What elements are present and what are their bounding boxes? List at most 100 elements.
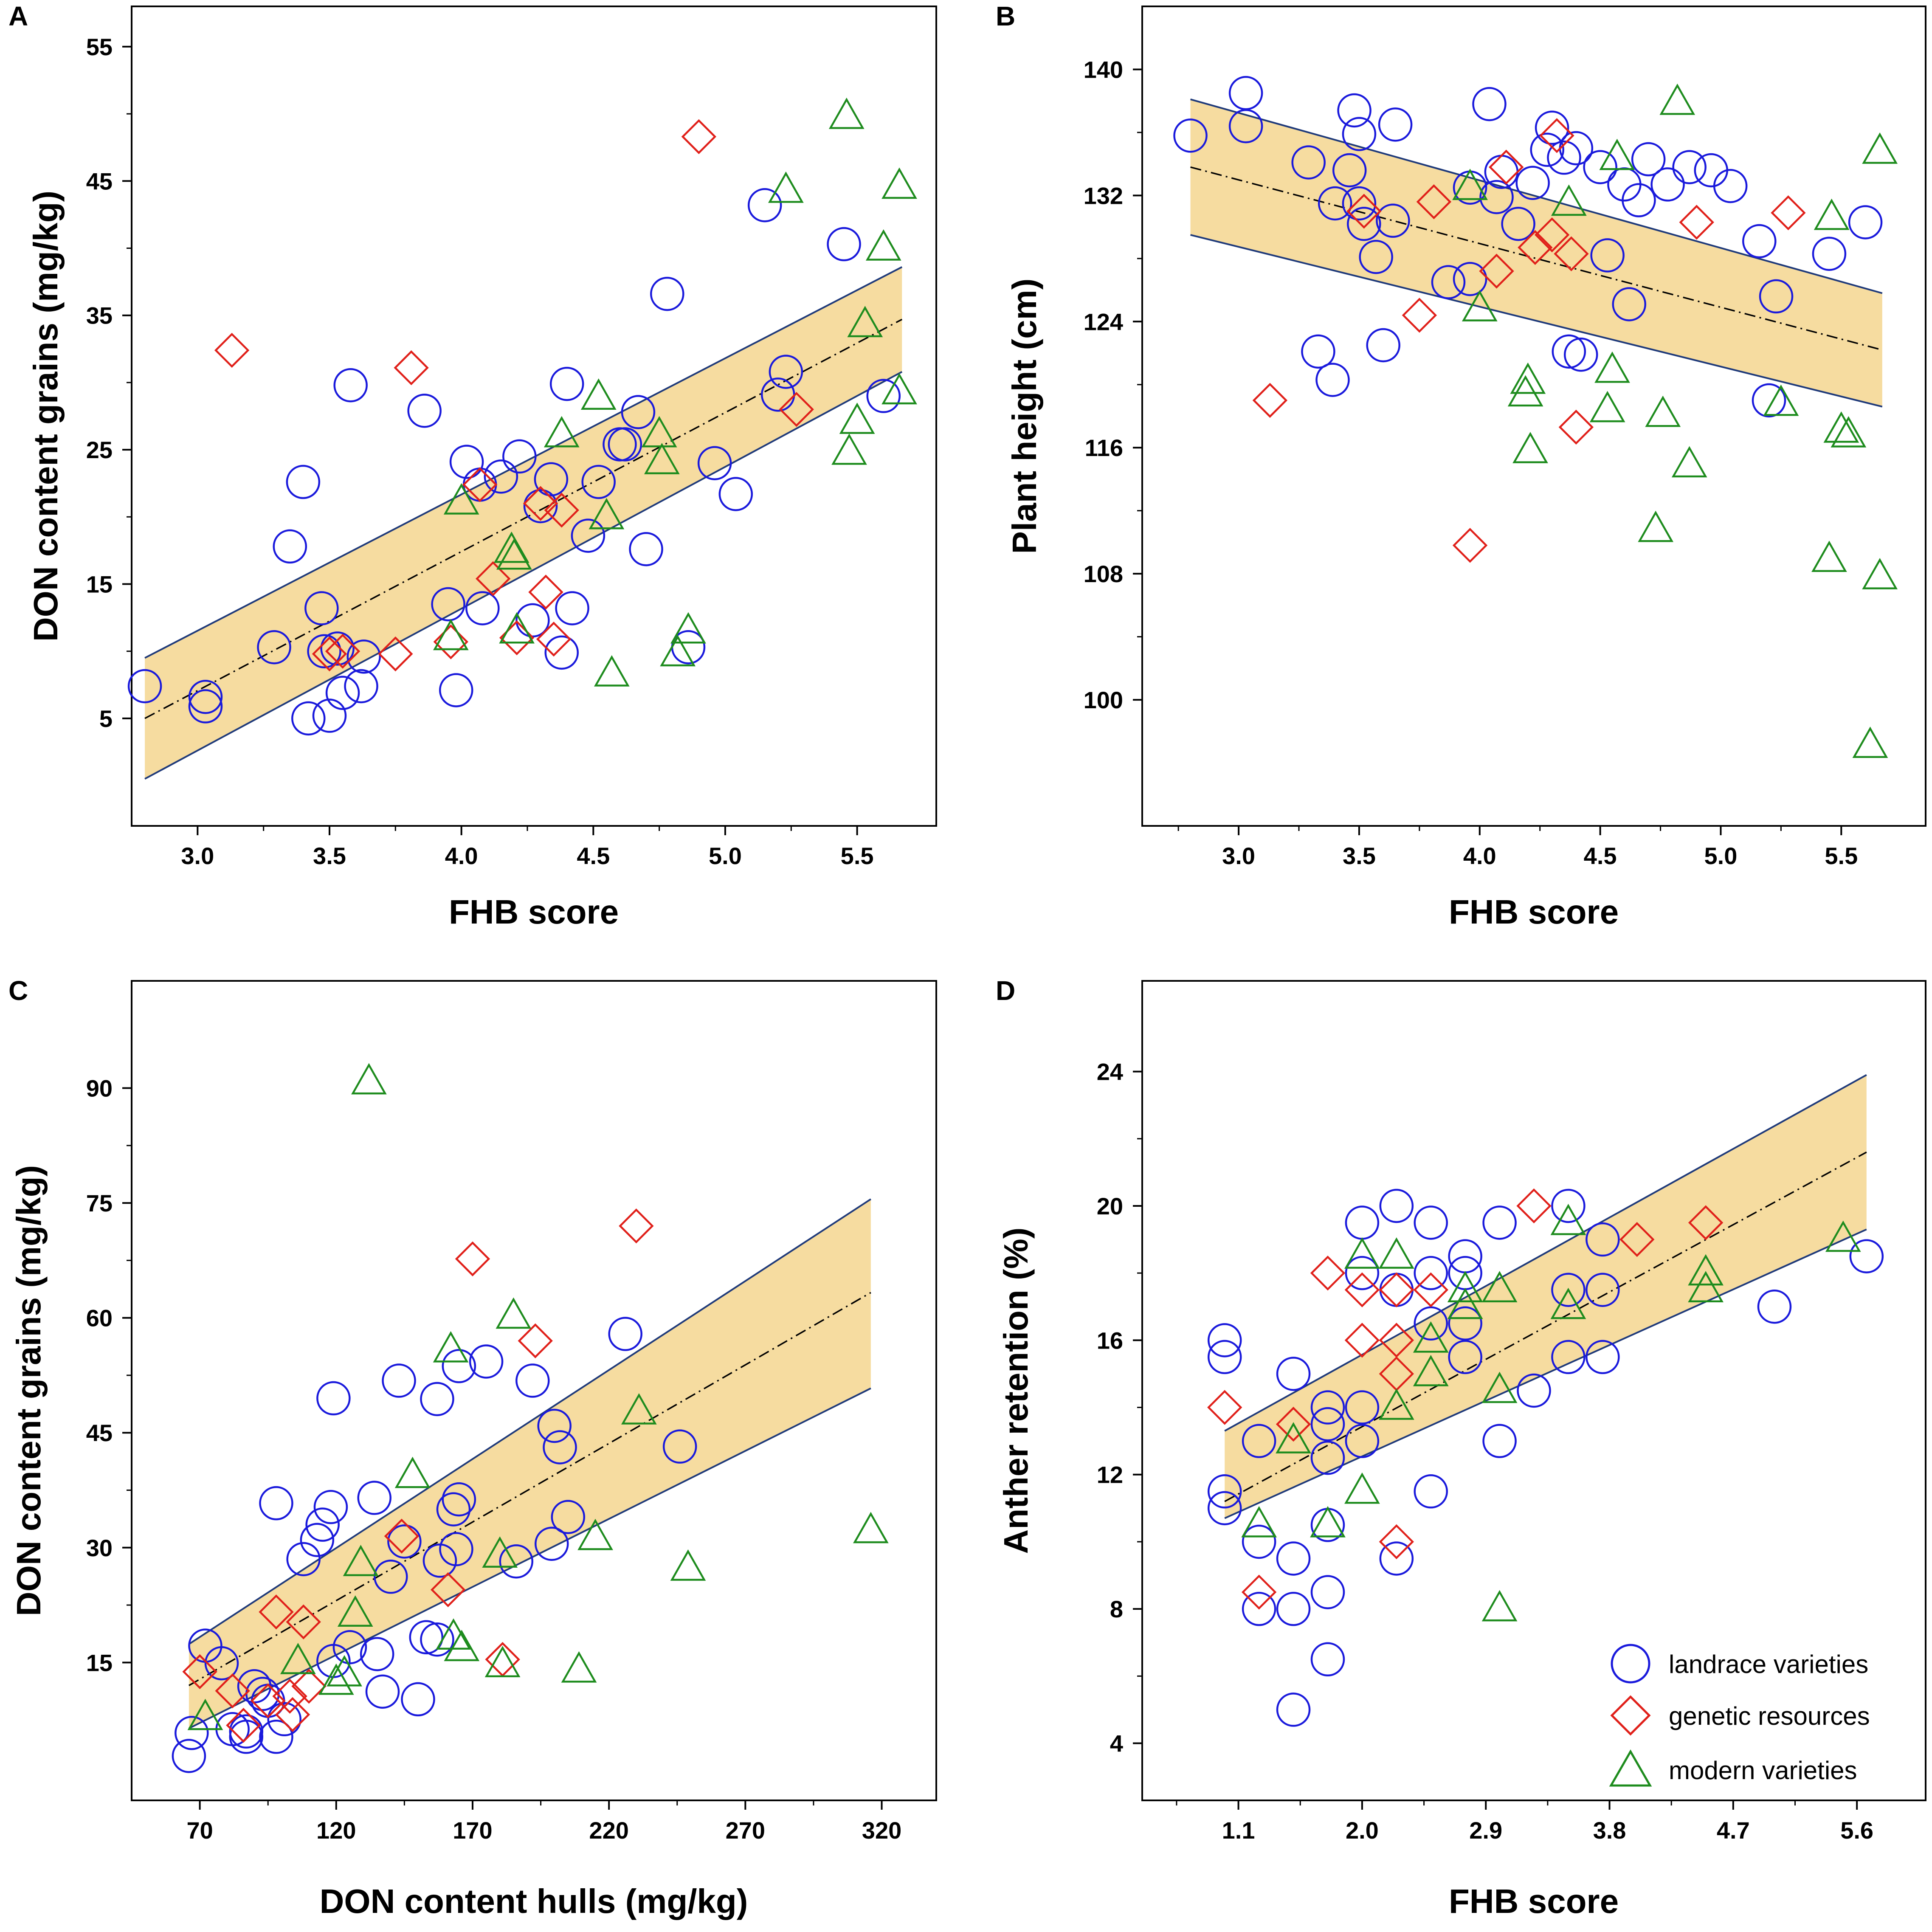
panel-a-modern-point	[847, 306, 883, 338]
panel-a-landrace-point	[307, 634, 341, 668]
panel-c-genetic-point	[286, 1604, 321, 1639]
panel-d-landrace-point	[1242, 1591, 1276, 1626]
panel-c-landrace-point	[204, 1646, 239, 1681]
panel-d-modern-point	[1344, 1472, 1380, 1504]
panel-a-landrace-point	[549, 366, 584, 401]
panel-c-genetic-point	[215, 1673, 250, 1709]
panel-a: A 3.0 3.5 4.0 4.5 5.0 5.5 5 15 25 35 45 55 FHB scor…	[8, 1, 937, 931]
panel-a-landrace-point	[608, 427, 642, 462]
panel-b-modern-point	[1811, 541, 1847, 572]
panel-d-landrace-point	[1310, 1575, 1345, 1609]
panel-b-landrace-point	[1342, 117, 1377, 151]
panel-b-landrace-point	[1759, 279, 1794, 314]
panel-d-landrace-point	[1242, 1424, 1276, 1458]
panel-a-y-tick-label: 45	[86, 168, 113, 194]
panel-a-genetic-point	[523, 486, 558, 521]
panel-d-landrace-point	[1310, 1407, 1345, 1442]
panel-b-modern-point	[1638, 510, 1674, 542]
panel-b-landrace-point	[1315, 363, 1350, 397]
panel-a-landrace-point	[312, 698, 347, 733]
panel-c-x-tick-label: 170	[453, 1817, 492, 1844]
panel-a-landrace-point	[325, 676, 360, 710]
panel-c-y-tick-label: 45	[86, 1419, 113, 1446]
panel-c-landrace-point	[436, 1492, 471, 1526]
panel-a-landrace-point	[439, 673, 473, 707]
panel-b-y-tick-label: 132	[1084, 182, 1123, 209]
panel-d-modern-point	[1276, 1422, 1311, 1453]
panel-b-modern-point	[1862, 132, 1898, 164]
panel-b-landrace-point	[1291, 145, 1326, 180]
panel-b-modern-point	[1831, 416, 1867, 448]
panel-b-upper-ci-line	[1190, 99, 1883, 294]
panel-b-landrace-point	[1547, 141, 1581, 175]
panel-b-genetic-point	[1771, 195, 1806, 231]
panel-b-landrace-point	[1484, 155, 1519, 189]
panel-d-modern-point	[1413, 1321, 1449, 1353]
panel-d-y-tick-label: 4	[1110, 1730, 1123, 1757]
panel-b-landrace-point	[1622, 183, 1656, 217]
panel-b-landrace-point	[1672, 150, 1707, 184]
panel-c-regression-line	[189, 1292, 871, 1686]
panel-d-landrace-point	[1414, 1256, 1448, 1290]
panel-d-x-axis-label: FHB score	[1449, 1882, 1619, 1920]
panel-a-modern-point	[493, 531, 529, 563]
panel-c-genetic-point	[384, 1518, 420, 1554]
panel-c-genetic-point	[259, 1594, 294, 1630]
panel-d-modern-point	[1481, 1372, 1518, 1403]
panel-c-landrace-point	[357, 1481, 391, 1515]
panel-b-modern-point	[1659, 83, 1695, 115]
panel-d-genetic-point	[1276, 1406, 1311, 1442]
panel-d-landrace-point	[1482, 1424, 1517, 1458]
panel-a-confidence-band	[145, 267, 902, 779]
panel-d-landrace-point	[1276, 1357, 1311, 1391]
panel-a-genetic-point	[312, 636, 347, 672]
panel-a-landrace-point	[827, 227, 861, 262]
panel-b-genetic-point	[1518, 230, 1553, 265]
panel-d-genetic-point	[1241, 1574, 1277, 1610]
panel-d-modern-point	[1344, 1237, 1380, 1269]
panel-b-modern-point	[1510, 362, 1546, 394]
panel-a-modern-point	[839, 403, 875, 434]
panel-c-landrace-point	[469, 1344, 504, 1379]
panel-c-landrace-point	[515, 1363, 550, 1398]
panel-a-x-tick-label: 5.0	[709, 842, 742, 869]
panel-a-modern-point	[660, 635, 696, 667]
panel-b-landrace-point	[1742, 224, 1777, 259]
panel-a-landrace-point	[273, 529, 307, 564]
panel-a-modern-point	[544, 416, 580, 448]
panel-c-genetic-point	[226, 1708, 261, 1743]
panel-a-genetic-point	[544, 493, 579, 528]
panel-b-lower-ci-line	[1190, 234, 1883, 408]
panel-a-genetic-point	[681, 119, 717, 155]
panel-b-genetic-point	[1558, 409, 1594, 445]
panel-a-landrace-point	[320, 631, 355, 666]
panel-a-landrace-point	[431, 587, 465, 622]
panel-b-landrace-point	[1535, 110, 1569, 145]
panel-a-modern-point	[768, 171, 804, 203]
panel-b-landrace-point	[1479, 180, 1514, 214]
panel-c-y-tick-label: 90	[86, 1075, 113, 1102]
panel-b-genetic-point	[1539, 118, 1574, 153]
panel-b-landrace-point	[1563, 338, 1598, 372]
panel-b-landrace-point	[1612, 287, 1646, 321]
legend-modern-triangle-icon	[1609, 1749, 1652, 1787]
panel-d-landrace-point	[1207, 1491, 1242, 1526]
panel-b-modern-point	[1671, 446, 1707, 478]
panel-a-landrace-point	[449, 445, 484, 479]
panel-a-lower-ci-line	[144, 371, 903, 780]
panel-b-modern-point	[1852, 727, 1888, 758]
panel-b-modern-point	[1862, 558, 1898, 589]
panel-c-modern-point	[433, 1331, 469, 1363]
panel-d-modern-point	[1378, 1237, 1414, 1269]
panel-d-landrace-point	[1207, 1474, 1242, 1509]
panel-d-landrace-point	[1310, 1642, 1345, 1677]
panel-a-landrace-point	[291, 701, 326, 736]
panel-d-landrace-point	[1517, 1373, 1551, 1408]
panel-c-lower-ci-line	[189, 1387, 871, 1729]
panel-b-x-tick-label: 3.0	[1222, 842, 1255, 869]
panel-b-genetic-point	[1554, 236, 1589, 271]
panel-a-genetic-point	[325, 634, 360, 669]
panel-b-landrace-point	[1228, 109, 1263, 144]
panel-b-genetic-point	[1252, 383, 1288, 418]
panel-d-modern-point	[1550, 1203, 1586, 1235]
